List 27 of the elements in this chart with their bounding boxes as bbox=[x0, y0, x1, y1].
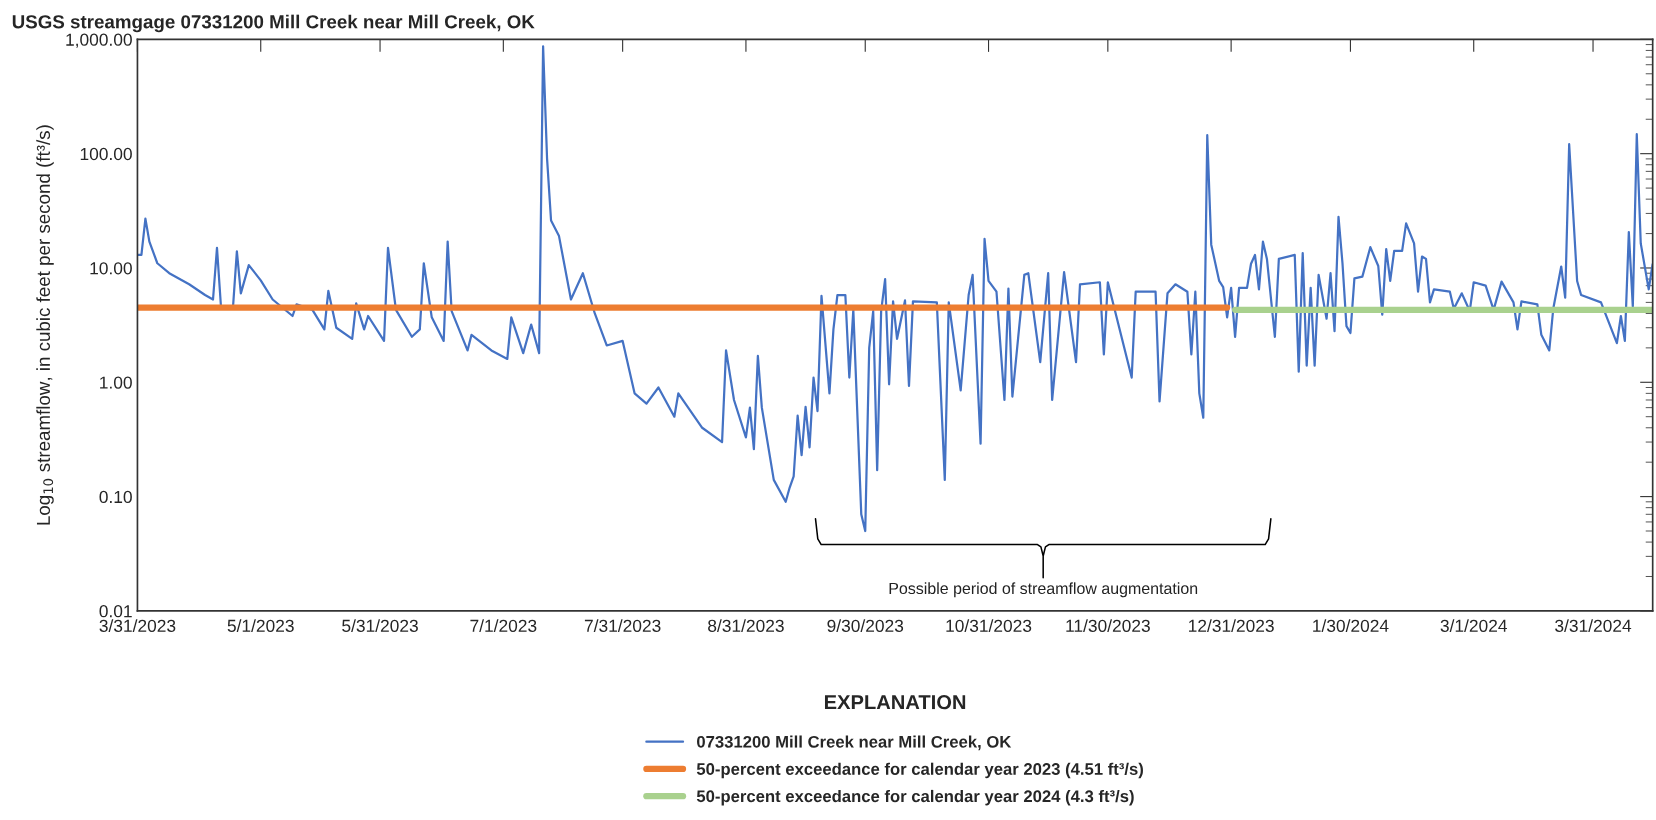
x-tick-label: 1/30/2024 bbox=[1313, 619, 1389, 632]
chart-title: USGS streamgage 07331200 Mill Creek near Mill Creek, OK bbox=[12, 14, 535, 33]
legend-label: 50-percent exceedance for calendar year 2023 (4.51 ft³/s) bbox=[696, 762, 1143, 779]
legend-title: EXPLANATION bbox=[824, 695, 966, 710]
y-tick-label: 0.10 bbox=[99, 490, 132, 504]
y-tick-label: 1.00 bbox=[100, 376, 132, 389]
y-tick-label: 1,000.00 bbox=[66, 33, 132, 48]
x-tick-label: 11/30/2023 bbox=[1066, 619, 1150, 632]
x-tick-label: 3/31/2024 bbox=[1555, 619, 1632, 632]
x-tick-label: 3/1/2024 bbox=[1440, 619, 1508, 632]
y-tick-label: 10.00 bbox=[90, 262, 132, 275]
x-tick-label: 12/31/2023 bbox=[1189, 619, 1274, 632]
y-tick-label: 100.00 bbox=[80, 147, 132, 161]
annotation: Possible period of streamflow augmentation bbox=[889, 582, 1198, 598]
x-tick-label: 10/31/2023 bbox=[946, 619, 1032, 632]
legend-label: 50-percent exceedance for calendar year 2024 (4.3 ft³/s) bbox=[696, 789, 1134, 806]
x-tick-label: 3/31/2023 bbox=[99, 619, 176, 632]
x-tick-label: 8/31/2023 bbox=[708, 619, 784, 632]
legend-label: 07331200 Mill Creek near Mill Creek, OK bbox=[697, 735, 1012, 751]
y-tick-label: 0.01 bbox=[99, 605, 132, 618]
line-series bbox=[137, 45, 1653, 533]
x-tick-label: 7/1/2023 bbox=[470, 619, 537, 632]
x-tick-label: 5/1/2023 bbox=[227, 619, 294, 632]
x-tick-label: 7/31/2023 bbox=[584, 619, 661, 632]
y-axis-title: Log$_{10}$ streamflow, in cubic feet per second (ft³/s) bbox=[36, 125, 54, 525]
x-tick-label: 9/30/2023 bbox=[827, 619, 904, 632]
x-tick-label: 5/31/2023 bbox=[342, 619, 418, 632]
